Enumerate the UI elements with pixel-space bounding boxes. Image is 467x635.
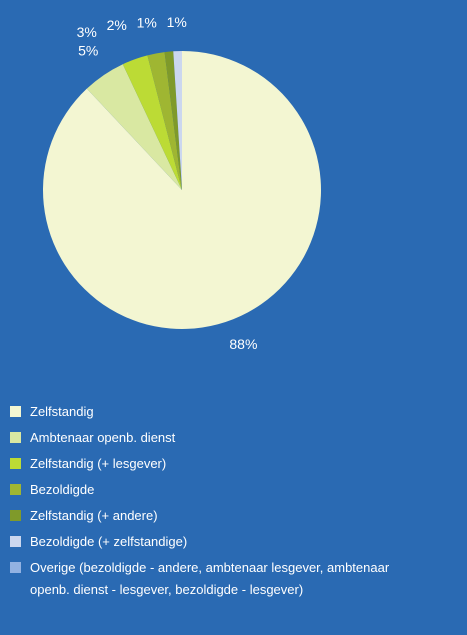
pie-slice (164, 51, 182, 190)
legend-item: Zelfstandig (+ lesgever) (10, 453, 460, 475)
legend-item: Overige (bezoldigde - andere, ambtenaar … (10, 557, 460, 601)
pie-slice (43, 51, 322, 329)
legend-label: Zelfstandig (30, 404, 94, 419)
legend-label: Ambtenaar openb. dienst (30, 430, 176, 445)
legend-label: Bezoldigde (+ zelfstandige) (30, 534, 188, 549)
data-label: 1% (167, 14, 187, 30)
chart: 88% 5% 3% 2% 1% 1% (43, 14, 322, 352)
legend-swatch (10, 458, 21, 469)
legend-item: Bezoldigde (10, 479, 460, 501)
pie-slice (173, 51, 182, 190)
data-label: 1% (137, 15, 157, 31)
data-label: 3% (77, 24, 97, 40)
pie-slice (147, 52, 182, 191)
legend-item: Ambtenaar openb. dienst (10, 427, 460, 449)
legend: Zelfstandig Ambtenaar openb. dienst Zelfst… (10, 401, 460, 605)
legend-swatch (10, 562, 21, 573)
legend-item: Zelfstandig (10, 401, 460, 423)
pie-slice (86, 64, 182, 190)
legend-label: Zelfstandig (+ lesgever) (30, 456, 167, 471)
legend-item: Bezoldigde (+ zelfstandige) (10, 531, 460, 553)
pie-slice (122, 55, 182, 190)
data-label: 5% (78, 43, 98, 59)
data-label: 2% (107, 17, 127, 33)
data-label: 88% (229, 336, 257, 352)
legend-swatch (10, 406, 21, 417)
legend-swatch (10, 484, 21, 495)
legend-item: Zelfstandig (+ andere) (10, 505, 460, 527)
legend-label: Overige (bezoldigde - andere, ambtenaar … (30, 560, 390, 597)
legend-swatch (10, 432, 21, 443)
legend-swatch (10, 536, 21, 547)
legend-label: Bezoldigde (30, 482, 95, 497)
legend-swatch (10, 510, 21, 521)
legend-label: Zelfstandig (+ andere) (30, 508, 158, 523)
